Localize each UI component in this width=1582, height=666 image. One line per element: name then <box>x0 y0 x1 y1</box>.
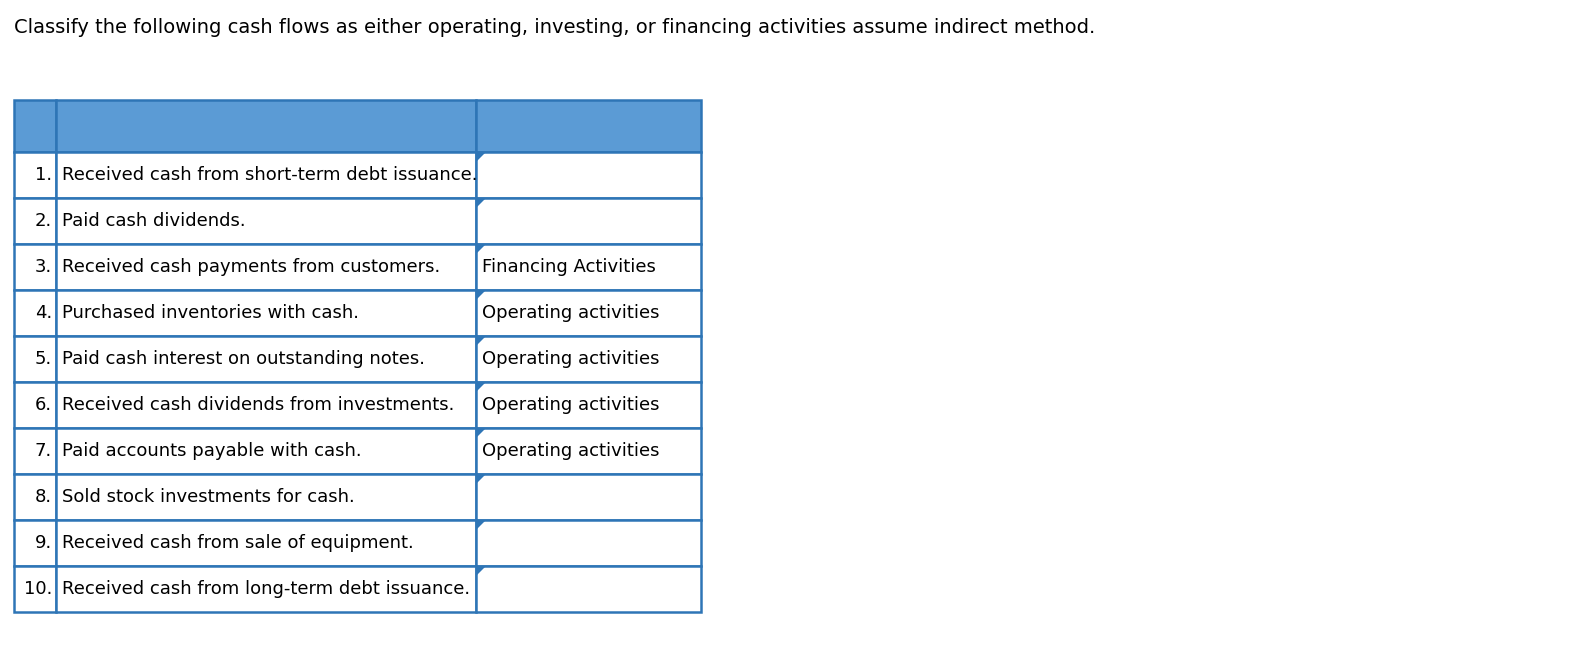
Text: 2.: 2. <box>35 212 52 230</box>
Text: 8.: 8. <box>35 488 52 506</box>
Bar <box>55 198 476 244</box>
Bar <box>14 474 55 520</box>
Bar <box>14 198 55 244</box>
Text: Paid accounts payable with cash.: Paid accounts payable with cash. <box>62 442 362 460</box>
Bar <box>476 566 701 612</box>
Text: Received cash from long-term debt issuance.: Received cash from long-term debt issuan… <box>62 580 470 598</box>
Text: Purchased inventories with cash.: Purchased inventories with cash. <box>62 304 359 322</box>
Bar <box>476 382 701 428</box>
Text: Received cash dividends from investments.: Received cash dividends from investments… <box>62 396 454 414</box>
Bar <box>476 152 701 198</box>
Bar <box>14 382 55 428</box>
Bar <box>476 198 701 244</box>
Polygon shape <box>476 566 486 576</box>
Bar <box>55 244 476 290</box>
Bar <box>14 428 55 474</box>
Bar <box>476 520 701 566</box>
Bar <box>55 520 476 566</box>
Polygon shape <box>476 428 486 438</box>
Text: Operating activities: Operating activities <box>483 304 660 322</box>
Polygon shape <box>476 520 486 530</box>
Bar <box>55 152 476 198</box>
Text: Financing Activities: Financing Activities <box>483 258 657 276</box>
Text: 7.: 7. <box>35 442 52 460</box>
Polygon shape <box>476 244 486 254</box>
Text: Received cash payments from customers.: Received cash payments from customers. <box>62 258 440 276</box>
Polygon shape <box>476 290 486 300</box>
Bar <box>55 336 476 382</box>
Text: Received cash from short-term debt issuance.: Received cash from short-term debt issua… <box>62 166 478 184</box>
Text: 5.: 5. <box>35 350 52 368</box>
Bar <box>14 100 55 152</box>
Text: Operating activities: Operating activities <box>483 350 660 368</box>
Polygon shape <box>476 474 486 484</box>
Bar <box>55 100 476 152</box>
Bar <box>55 290 476 336</box>
Text: 9.: 9. <box>35 534 52 552</box>
Text: 6.: 6. <box>35 396 52 414</box>
Bar <box>14 290 55 336</box>
Text: 1.: 1. <box>35 166 52 184</box>
Bar <box>476 100 701 152</box>
Bar <box>476 244 701 290</box>
Text: Received cash from sale of equipment.: Received cash from sale of equipment. <box>62 534 414 552</box>
Text: Sold stock investments for cash.: Sold stock investments for cash. <box>62 488 354 506</box>
Polygon shape <box>476 152 486 162</box>
Text: 3.: 3. <box>35 258 52 276</box>
Text: Paid cash interest on outstanding notes.: Paid cash interest on outstanding notes. <box>62 350 426 368</box>
Bar <box>14 520 55 566</box>
Polygon shape <box>476 336 486 346</box>
Bar <box>55 382 476 428</box>
Bar <box>55 566 476 612</box>
Bar <box>476 428 701 474</box>
Bar <box>14 244 55 290</box>
Bar <box>476 336 701 382</box>
Text: Operating activities: Operating activities <box>483 396 660 414</box>
Text: Paid cash dividends.: Paid cash dividends. <box>62 212 245 230</box>
Bar <box>14 336 55 382</box>
Text: 10.: 10. <box>24 580 52 598</box>
Bar <box>476 474 701 520</box>
Bar <box>14 566 55 612</box>
Text: Operating activities: Operating activities <box>483 442 660 460</box>
Text: 4.: 4. <box>35 304 52 322</box>
Polygon shape <box>476 382 486 392</box>
Polygon shape <box>476 198 486 208</box>
Bar <box>55 428 476 474</box>
Bar <box>55 474 476 520</box>
Text: Classify the following cash flows as either operating, investing, or financing a: Classify the following cash flows as eit… <box>14 18 1095 37</box>
Bar <box>476 290 701 336</box>
Bar <box>14 152 55 198</box>
